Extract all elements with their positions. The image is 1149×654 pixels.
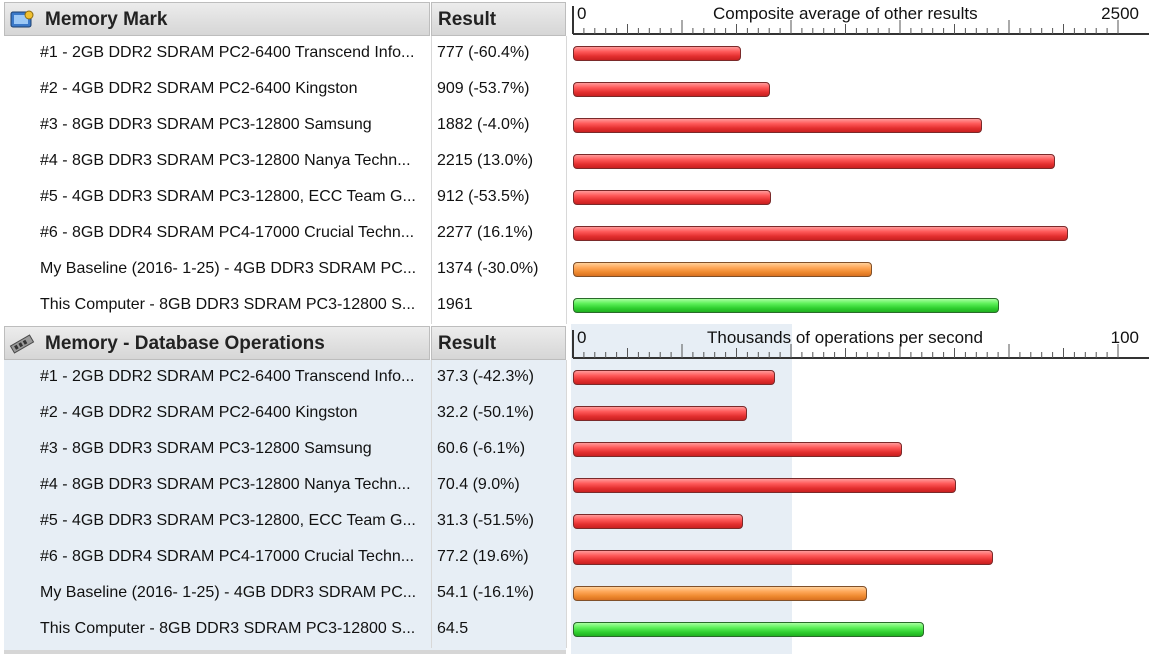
row-name: #5 - 4GB DDR3 SDRAM PC3-12800, ECC Team … (40, 188, 416, 205)
row-result: 1374 (-30.0%) (437, 260, 539, 277)
result-bar (573, 262, 872, 277)
column-header-result[interactable]: Result (431, 326, 566, 360)
result-bar (573, 478, 956, 493)
result-bar (573, 82, 770, 97)
section-header: Memory Mark Result 0 Composite average of o… (0, 0, 1149, 36)
row-name: #6 - 8GB DDR4 SDRAM PC4-17000 Crucial Te… (40, 548, 415, 565)
row-result: 32.2 (-50.1%) (437, 404, 534, 421)
row-name: This Computer - 8GB DDR3 SDRAM PC3-12800… (40, 296, 416, 313)
chart-axis: 0 Thousands of operations per second 100 (571, 324, 1149, 360)
result-row[interactable]: #2 - 4GB DDR2 SDRAM PC2-6400 Kingston 32.… (0, 396, 1149, 432)
column-divider (431, 360, 432, 648)
column-header-name[interactable]: Memory - Database Operations (4, 326, 430, 360)
axis-caption: Thousands of operations per second (707, 328, 983, 347)
memory-stick-icon (9, 333, 35, 355)
column-divider (431, 36, 432, 324)
result-bar (573, 442, 902, 457)
result-row[interactable]: #1 - 2GB DDR2 SDRAM PC2-6400 Transcend I… (0, 36, 1149, 72)
row-result: 64.5 (437, 620, 469, 637)
result-row[interactable]: #4 - 8GB DDR3 SDRAM PC3-12800 Nanya Tech… (0, 468, 1149, 504)
result-bar (573, 118, 982, 133)
result-row[interactable]: #6 - 8GB DDR4 SDRAM PC4-17000 Crucial Te… (0, 216, 1149, 252)
result-bar (573, 370, 775, 385)
result-row[interactable]: #2 - 4GB DDR2 SDRAM PC2-6400 Kingston 909… (0, 72, 1149, 108)
result-row[interactable]: #1 - 2GB DDR2 SDRAM PC2-6400 Transcend I… (0, 360, 1149, 396)
result-bar (573, 190, 771, 205)
row-name: #4 - 8GB DDR3 SDRAM PC3-12800 Nanya Tech… (40, 476, 411, 493)
row-result: 54.1 (-16.1%) (437, 584, 534, 601)
section-header: Memory - Database Operations Result 0 Thous… (0, 324, 1149, 360)
result-bar (573, 514, 743, 529)
benchmark-section: Memory - Database Operations Result 0 Thous… (0, 324, 1149, 654)
axis-ruler (572, 6, 1149, 35)
axis-max-label: 2500 (1101, 4, 1139, 23)
row-name: My Baseline (2016- 1-25) - 4GB DDR3 SDRA… (40, 260, 417, 277)
result-bar (573, 226, 1068, 241)
row-result: 1882 (-4.0%) (437, 116, 530, 133)
result-row[interactable]: #6 - 8GB DDR4 SDRAM PC4-17000 Crucial Te… (0, 540, 1149, 576)
section-title: Memory - Database Operations (45, 333, 325, 354)
column-header-name[interactable]: Memory Mark (4, 2, 430, 36)
row-result: 912 (-53.5%) (437, 188, 530, 205)
result-row[interactable]: #3 - 8GB DDR3 SDRAM PC3-12800 Samsung 60.… (0, 432, 1149, 468)
benchmark-section: Memory Mark Result 0 Composite average of o… (0, 0, 1149, 324)
result-row[interactable]: #4 - 8GB DDR3 SDRAM PC3-12800 Nanya Tech… (0, 144, 1149, 180)
result-bar (573, 406, 747, 421)
axis-min-label: 0 (577, 4, 587, 23)
result-row[interactable]: This Computer - 8GB DDR3 SDRAM PC3-12800… (0, 288, 1149, 324)
row-name: #1 - 2GB DDR2 SDRAM PC2-6400 Transcend I… (40, 44, 415, 61)
axis-ruler (572, 330, 1149, 359)
result-header-label: Result (438, 333, 497, 354)
result-row[interactable]: My Baseline (2016- 1-25) - 4GB DDR3 SDRA… (0, 252, 1149, 288)
row-name: My Baseline (2016- 1-25) - 4GB DDR3 SDRA… (40, 584, 417, 601)
row-name: #3 - 8GB DDR3 SDRAM PC3-12800 Samsung (40, 116, 372, 133)
chart-axis: 0 Composite average of other results 2500 (571, 0, 1149, 36)
result-bar (573, 622, 924, 637)
axis-caption: Composite average of other results (713, 4, 978, 23)
row-result: 1961 (437, 296, 473, 313)
result-bar (573, 550, 993, 565)
result-row[interactable]: This Computer - 8GB DDR3 SDRAM PC3-12800… (0, 612, 1149, 648)
axis-max-label: 100 (1110, 328, 1139, 347)
row-result: 60.6 (-6.1%) (437, 440, 526, 457)
row-result: 31.3 (-51.5%) (437, 512, 534, 529)
result-header-label: Result (438, 9, 497, 30)
result-bar (573, 154, 1055, 169)
row-shade (4, 360, 566, 654)
result-row[interactable]: #5 - 4GB DDR3 SDRAM PC3-12800, ECC Team … (0, 504, 1149, 540)
row-result: 70.4 (9.0%) (437, 476, 520, 493)
row-result: 37.3 (-42.3%) (437, 368, 534, 385)
row-name: #2 - 4GB DDR2 SDRAM PC2-6400 Kingston (40, 80, 358, 97)
row-result: 2215 (13.0%) (437, 152, 534, 169)
row-result: 909 (-53.7%) (437, 80, 530, 97)
axis-min-label: 0 (577, 328, 587, 347)
result-row[interactable]: #3 - 8GB DDR3 SDRAM PC3-12800 Samsung 188… (0, 108, 1149, 144)
row-name: #3 - 8GB DDR3 SDRAM PC3-12800 Samsung (40, 440, 372, 457)
result-bar (573, 46, 741, 61)
result-row[interactable]: #5 - 4GB DDR3 SDRAM PC3-12800, ECC Team … (0, 180, 1149, 216)
result-bar (573, 586, 867, 601)
memory-mark-icon (9, 9, 35, 31)
row-name: #6 - 8GB DDR4 SDRAM PC4-17000 Crucial Te… (40, 224, 415, 241)
result-bar (573, 298, 999, 313)
row-name: This Computer - 8GB DDR3 SDRAM PC3-12800… (40, 620, 416, 637)
column-header-result[interactable]: Result (431, 2, 566, 36)
result-row[interactable]: My Baseline (2016- 1-25) - 4GB DDR3 SDRA… (0, 576, 1149, 612)
row-name: #4 - 8GB DDR3 SDRAM PC3-12800 Nanya Tech… (40, 152, 411, 169)
row-result: 777 (-60.4%) (437, 44, 530, 61)
row-name: #2 - 4GB DDR2 SDRAM PC2-6400 Kingston (40, 404, 358, 421)
column-divider (566, 36, 567, 324)
row-name: #1 - 2GB DDR2 SDRAM PC2-6400 Transcend I… (40, 368, 415, 385)
row-result: 2277 (16.1%) (437, 224, 534, 241)
section-title: Memory Mark (45, 9, 168, 30)
row-result: 77.2 (19.6%) (437, 548, 529, 565)
bottom-divider (4, 650, 566, 654)
column-divider (566, 360, 567, 648)
row-name: #5 - 4GB DDR3 SDRAM PC3-12800, ECC Team … (40, 512, 416, 529)
